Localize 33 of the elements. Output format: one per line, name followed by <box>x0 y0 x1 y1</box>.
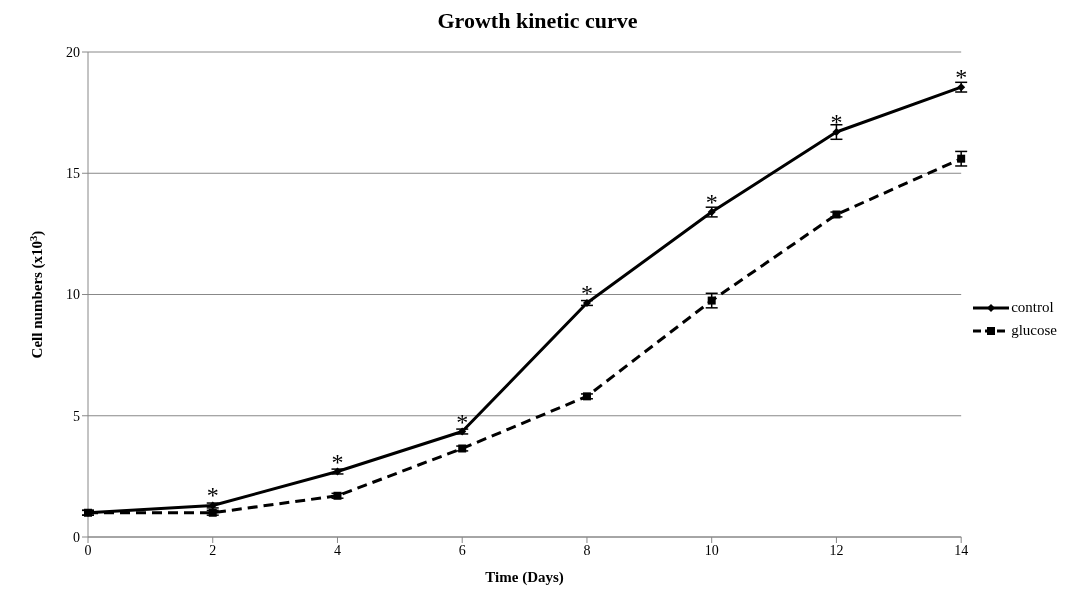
x-axis-title: Time (Days) <box>485 569 564 586</box>
y-tick-label: 0 <box>73 529 80 545</box>
x-tick-label: 2 <box>209 542 217 558</box>
point <box>458 427 467 436</box>
point <box>208 501 217 510</box>
x-tick-label: 10 <box>704 542 719 558</box>
point <box>707 296 716 305</box>
annotation: * <box>705 189 718 216</box>
point <box>458 444 467 453</box>
y-tick-label: 15 <box>66 166 80 182</box>
annotation: * <box>206 482 219 509</box>
annotation: * <box>580 279 593 306</box>
chart-title: Growth kinetic curve <box>436 8 639 35</box>
legend-label: control <box>1011 299 1054 316</box>
y-tick-label: 20 <box>66 44 80 60</box>
annotation: * <box>331 448 344 475</box>
x-tick-label: 0 <box>84 542 92 558</box>
annotation: * <box>830 109 843 136</box>
x-tick-label: 4 <box>333 542 341 558</box>
annotation: * <box>456 408 469 435</box>
x-tick-label: 12 <box>829 542 844 558</box>
point <box>832 128 841 137</box>
y-tick-label: 5 <box>73 408 80 424</box>
point <box>582 392 591 401</box>
x-tick-label: 14 <box>954 542 969 558</box>
x-tick-label: 8 <box>583 542 591 558</box>
point <box>957 154 966 163</box>
annotation: * <box>955 64 968 91</box>
point <box>582 298 591 307</box>
y-tick-label: 10 <box>66 287 80 303</box>
point <box>208 508 217 517</box>
x-tick-label: 6 <box>458 542 466 558</box>
legend-label: glucose <box>1011 322 1057 339</box>
